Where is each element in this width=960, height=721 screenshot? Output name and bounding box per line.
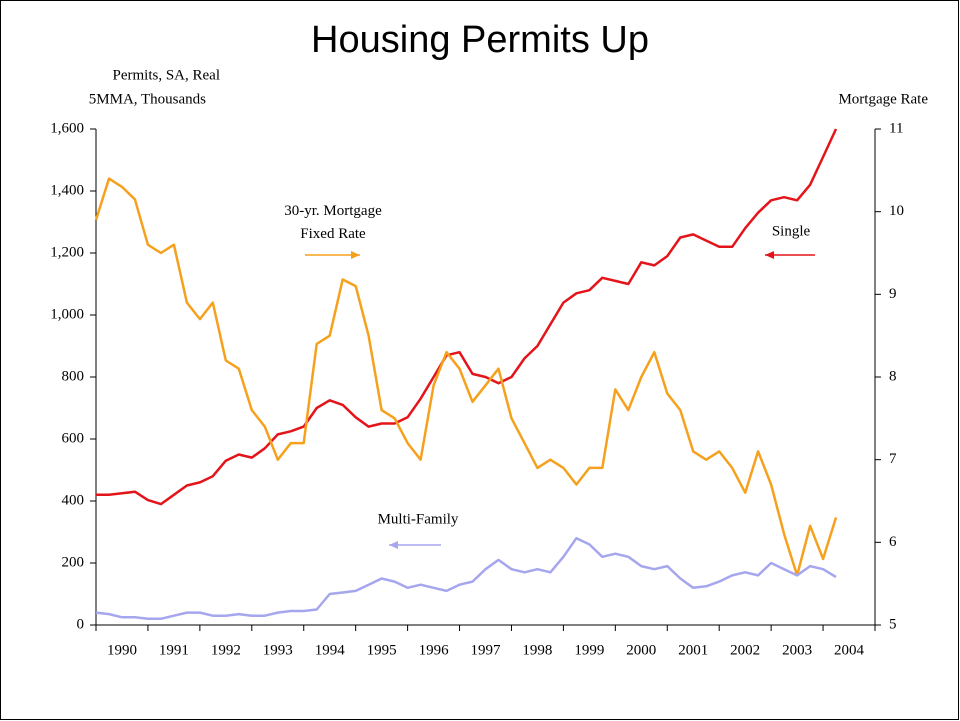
x-tick-label: 2004 <box>834 642 865 658</box>
x-tick-label: 2000 <box>626 642 656 658</box>
arrow-head <box>765 251 774 259</box>
y2-tick-label: 9 <box>889 286 897 302</box>
series-line <box>96 128 838 506</box>
x-tick-label: 2002 <box>730 642 760 658</box>
y-tick-label: 200 <box>62 554 85 570</box>
y2-tick-label: 6 <box>889 534 897 550</box>
y2-axis-title: Mortgage Rate <box>838 91 928 107</box>
arrow-head <box>389 541 398 549</box>
series-label: Multi-Family <box>378 511 459 527</box>
x-tick-label: 1991 <box>159 642 189 658</box>
x-tick-label: 1992 <box>211 642 241 658</box>
y-tick-label: 800 <box>62 368 85 384</box>
series-label: 30-yr. Mortgage Fixed Rate <box>284 203 382 242</box>
x-tick-label: 2001 <box>678 642 708 658</box>
y2-tick-label: 11 <box>889 120 903 136</box>
x-tick-label: 2003 <box>782 642 812 658</box>
x-tick-label: 1996 <box>419 642 450 658</box>
y-tick-label: 400 <box>62 492 85 508</box>
x-tick-label: 1994 <box>315 642 346 658</box>
y-tick-label: 600 <box>62 430 85 446</box>
y-tick-label: 1,400 <box>50 182 84 198</box>
chart-title: Housing Permits Up <box>311 19 649 61</box>
y-axis-title: 5MMA, Thousands <box>89 91 206 107</box>
y2-tick-label: 10 <box>889 203 904 219</box>
y2-tick-label: 8 <box>889 368 897 384</box>
y-tick-label: 1,000 <box>50 306 84 322</box>
x-tick-label: 1993 <box>263 642 293 658</box>
y2-tick-label: 7 <box>889 451 897 467</box>
x-tick-label: 1999 <box>574 642 604 658</box>
y-tick-label: 1,600 <box>50 120 84 136</box>
arrow-head <box>351 251 360 259</box>
series-label: Single <box>772 223 811 239</box>
y-axis-title: Permits, SA, Real <box>113 67 221 83</box>
x-tick-label: 1990 <box>107 642 137 658</box>
x-tick-label: 1995 <box>367 642 397 658</box>
y-tick-label: 0 <box>77 616 85 632</box>
series-line <box>94 177 838 577</box>
x-tick-label: 1997 <box>471 642 502 658</box>
x-tick-label: 1998 <box>522 642 552 658</box>
series-line <box>95 536 837 621</box>
y-tick-label: 1,200 <box>50 244 84 260</box>
y2-tick-label: 5 <box>889 616 897 632</box>
